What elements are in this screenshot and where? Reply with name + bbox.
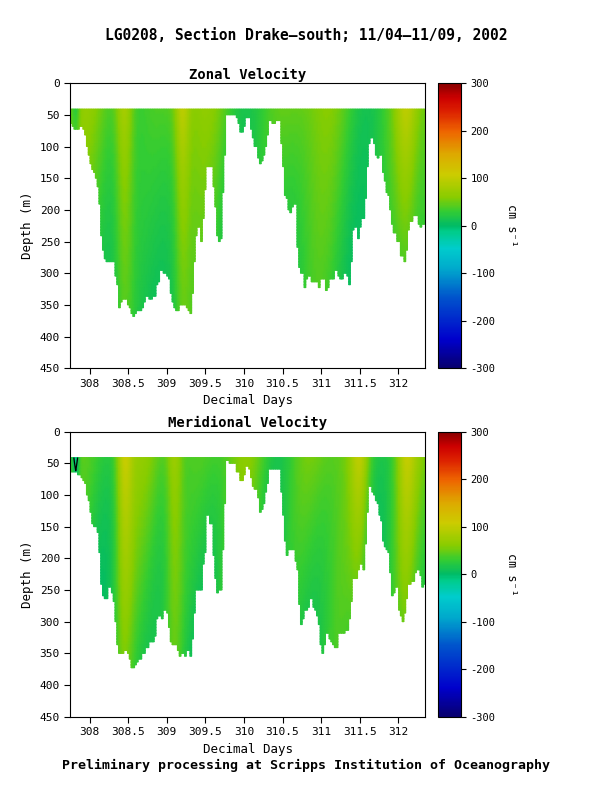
Title: Zonal Velocity: Zonal Velocity [189,68,307,82]
Text: Preliminary processing at Scripps Institution of Oceanography: Preliminary processing at Scripps Instit… [62,759,550,772]
Text: cm s⁻¹: cm s⁻¹ [506,553,518,596]
X-axis label: Decimal Days: Decimal Days [203,743,293,756]
Y-axis label: Depth (m): Depth (m) [21,540,34,608]
Y-axis label: Depth (m): Depth (m) [21,192,34,260]
Text: cm s⁻¹: cm s⁻¹ [506,204,518,247]
Title: Meridional Velocity: Meridional Velocity [168,417,327,431]
Text: LG0208, Section Drake–south; 11/04–11/09, 2002: LG0208, Section Drake–south; 11/04–11/09… [105,28,507,43]
X-axis label: Decimal Days: Decimal Days [203,394,293,407]
